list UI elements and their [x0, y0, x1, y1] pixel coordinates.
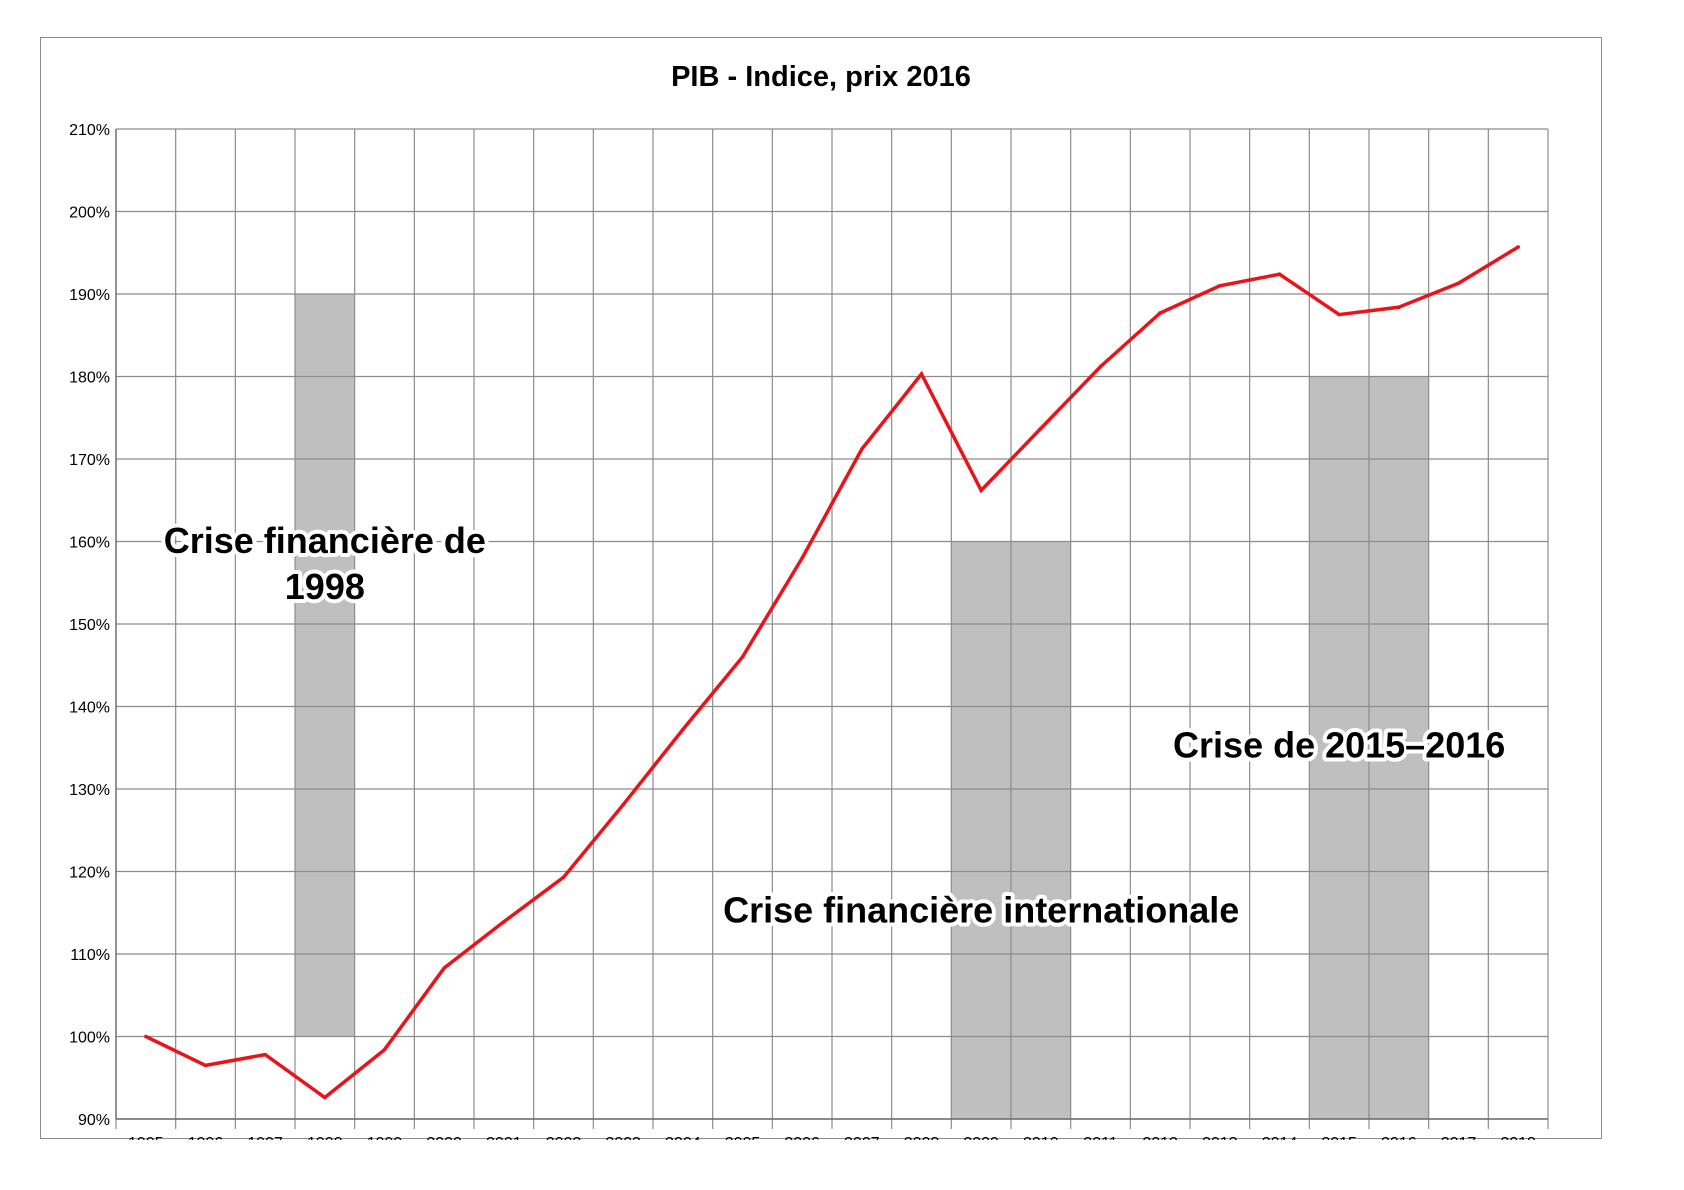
y-tick-label: 190%	[69, 287, 110, 304]
x-tick-label: 2008	[904, 1135, 940, 1140]
data-point-2013	[1218, 283, 1222, 288]
gdp-series	[144, 245, 1520, 1100]
x-tick-label: 2017	[1441, 1135, 1477, 1140]
data-point-2007	[860, 447, 864, 451]
y-tick-label: 200%	[69, 205, 110, 222]
y-tick-label: 210%	[69, 122, 110, 139]
x-tick-label: 2011	[1083, 1135, 1118, 1140]
x-tick-label: 2007	[844, 1135, 880, 1140]
x-tick-label: 2004	[665, 1135, 701, 1140]
annotation-text-0-1: 1998	[285, 566, 365, 607]
y-tick-label: 160%	[69, 535, 110, 552]
x-tick-label: 1996	[188, 1135, 224, 1140]
x-tick-label: 2003	[605, 1135, 641, 1140]
data-point-2002	[561, 875, 566, 880]
x-tick-label: 2014	[1262, 1135, 1298, 1140]
x-tick-label: 1995	[128, 1135, 164, 1140]
y-tick-label: 100%	[69, 1030, 110, 1047]
x-tick-label: 2006	[784, 1135, 820, 1140]
chart-frame: PIB - Indice, prix 2016 Crise financière…	[40, 37, 1602, 1140]
data-point-2004	[681, 727, 685, 732]
annotation-text-1-0: Crise financière internationale	[723, 889, 1239, 930]
data-point-2009	[979, 488, 983, 493]
grid-lines	[115, 128, 1549, 1129]
data-point-2000	[442, 966, 446, 970]
x-tick-label: 2009	[963, 1135, 999, 1140]
line-chart: PIB - Indice, prix 2016 Crise financière…	[69, 61, 1549, 1140]
x-tick-label: 2005	[725, 1135, 761, 1140]
y-tick-label: 180%	[69, 370, 110, 387]
x-tick-label: 2018	[1500, 1135, 1536, 1140]
x-axis-tick-labels: 1995 1996 1997 1998 1999 2000 2001 2002 2003 2004…	[128, 1135, 1536, 1140]
data-point-1996	[203, 1063, 208, 1068]
data-point-2015	[1337, 312, 1341, 317]
data-point-1999	[382, 1047, 387, 1052]
data-point-2018	[1516, 245, 1520, 249]
data-point-2010	[1039, 426, 1043, 431]
data-point-2014	[1277, 272, 1282, 276]
data-point-1997	[263, 1052, 267, 1057]
data-point-2012	[1158, 311, 1162, 315]
x-tick-label: 2013	[1202, 1135, 1238, 1140]
x-tick-label: 1999	[367, 1135, 403, 1140]
data-point-2011	[1098, 364, 1103, 369]
y-tick-label: 110%	[70, 947, 110, 964]
y-tick-label: 150%	[69, 617, 110, 634]
x-tick-label: 2016	[1381, 1135, 1417, 1140]
y-axis-tick-labels: 90% 100% 110% 120% 130% 140% 150% 160% 170% 180% 1…	[69, 122, 110, 1129]
x-tick-label: 2001	[486, 1135, 522, 1140]
y-tick-label: 170%	[69, 452, 110, 469]
data-point-2005	[740, 655, 745, 659]
annotation-halo-2-0: Crise de 2015–2016	[1173, 724, 1505, 765]
x-tick-label: 1997	[247, 1135, 283, 1140]
chart-title: PIB - Indice, prix 2016	[671, 61, 971, 93]
annotation-text-0-0: Crise financière de	[164, 520, 486, 561]
x-tick-label: 2012	[1142, 1135, 1178, 1140]
annotation-halo-0-0: Crise financière de	[164, 520, 486, 561]
data-point-2016	[1397, 305, 1401, 310]
data-point-2001	[502, 920, 506, 924]
y-tick-label: 140%	[69, 700, 110, 717]
data-point-1995	[144, 1034, 148, 1039]
x-tick-label: 2015	[1321, 1135, 1357, 1140]
shaded-period-0	[295, 294, 355, 1037]
data-point-2017	[1456, 281, 1461, 286]
data-point-2003	[621, 802, 625, 807]
data-point-1998	[323, 1095, 327, 1100]
x-tick-label: 2002	[546, 1135, 582, 1140]
y-tick-label: 120%	[69, 865, 110, 882]
annotation-halo-0-1: 1998	[285, 566, 365, 607]
x-tick-label: 2000	[426, 1135, 462, 1140]
x-tick-label: 1998	[307, 1135, 343, 1140]
data-point-2008	[919, 372, 924, 376]
annotation-text-2-0: Crise de 2015–2016	[1173, 724, 1505, 765]
series-line-0	[145, 245, 1520, 1100]
x-tick-label: 2010	[1023, 1135, 1059, 1140]
y-tick-label: 130%	[69, 782, 110, 799]
y-tick-label: 90%	[78, 1112, 110, 1129]
data-point-2006	[800, 556, 804, 560]
annotation-halo-1-0: Crise financière internationale	[723, 889, 1239, 930]
